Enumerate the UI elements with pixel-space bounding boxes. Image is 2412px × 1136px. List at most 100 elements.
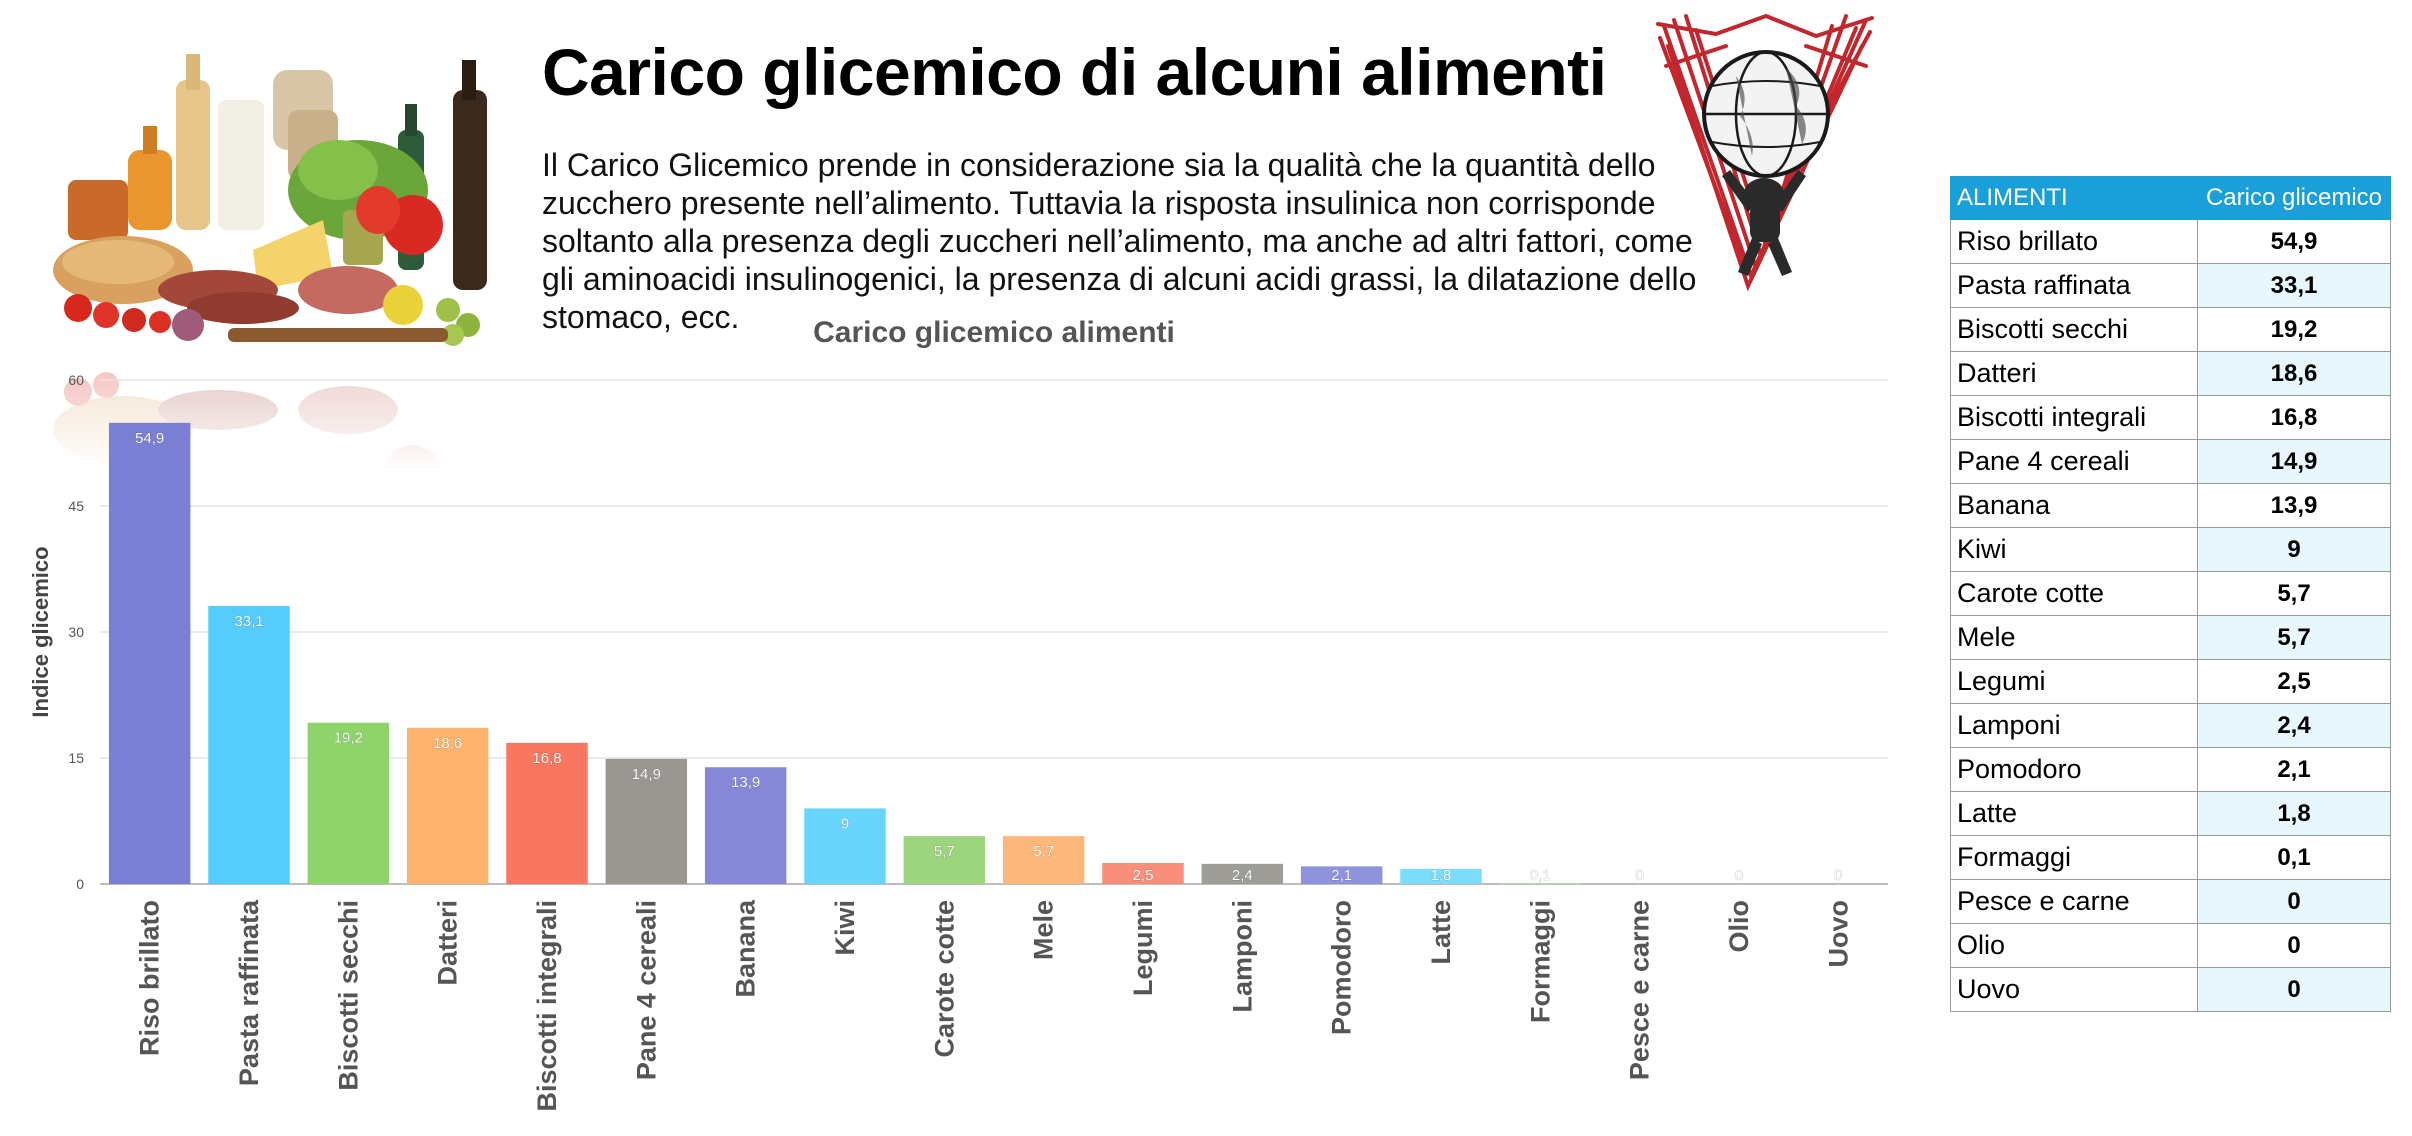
bar <box>1300 866 1383 884</box>
bar-value-label: 33,1 <box>234 613 263 630</box>
glycemic-load-bar-chart: Carico glicemico alimenti Indice glicemi… <box>28 316 1888 1112</box>
table-row: Biscotti secchi 19,2 <box>1950 307 2391 352</box>
table-cell-food: Olio <box>1950 923 2198 968</box>
table-cell-food: Biscotti integrali <box>1950 395 2198 440</box>
table-row: Biscotti integrali 16,8 <box>1950 395 2391 440</box>
y-tick-label: 45 <box>68 498 84 514</box>
bar <box>804 808 886 884</box>
y-tick-label: 60 <box>68 372 84 388</box>
bar-value-label: 0 <box>1735 867 1743 884</box>
bar <box>506 742 588 884</box>
x-tick-label: Mele <box>1029 900 1059 960</box>
bar-value-label: 18,6 <box>433 735 462 752</box>
table-header-row: ALIMENTI Carico glicemico <box>1950 176 2391 220</box>
x-tick-label: Formaggi <box>1525 900 1555 1023</box>
table-cell-food: Banana <box>1950 483 2198 528</box>
table-cell-glycemic-load: 2,4 <box>2197 703 2391 748</box>
bar <box>903 836 986 884</box>
table-cell-food: Pasta raffinata <box>1950 263 2198 308</box>
x-tick-label: Uovo <box>1823 900 1853 968</box>
table-row: Pesce e carne 0 <box>1950 879 2391 924</box>
table-row: Mele 5,7 <box>1950 615 2391 660</box>
bar <box>307 722 390 884</box>
table-cell-glycemic-load: 14,9 <box>2197 439 2391 484</box>
bar <box>1499 883 1582 884</box>
bar-value-label: 16,8 <box>532 750 561 767</box>
bar <box>208 605 290 884</box>
bar <box>1002 836 1085 884</box>
table-cell-food: Mele <box>1950 615 2198 660</box>
bar <box>704 767 787 884</box>
table-cell-glycemic-load: 0 <box>2197 879 2391 924</box>
table-cell-food: Lamponi <box>1950 703 2198 748</box>
table-row: Uovo 0 <box>1950 967 2391 1012</box>
table-cell-glycemic-load: 0 <box>2197 923 2391 968</box>
table-cell-food: Pesce e carne <box>1950 879 2198 924</box>
table-cell-food: Riso brillato <box>1950 219 2198 264</box>
table-cell-food: Legumi <box>1950 659 2198 704</box>
table-row: Lamponi 2,4 <box>1950 703 2391 748</box>
table-cell-food: Latte <box>1950 791 2198 836</box>
x-tick-label: Kiwi <box>830 900 860 956</box>
atlas-globe-logo <box>1656 13 1874 292</box>
table-row: Pomodoro 2,1 <box>1950 747 2391 792</box>
bar <box>605 758 688 884</box>
bar-value-label: 0 <box>1834 867 1842 884</box>
globe-icon <box>1702 50 1830 178</box>
bar-value-label: 0,1 <box>1530 867 1551 884</box>
table-row: Kiwi 9 <box>1950 527 2391 572</box>
x-tick-label: Banana <box>731 899 761 998</box>
atlas-figure-icon <box>1722 170 1806 276</box>
y-tick-label: 0 <box>76 876 84 892</box>
x-tick-label: Datteri <box>433 900 463 986</box>
chart-title: Carico glicemico alimenti <box>813 316 1175 349</box>
table-cell-glycemic-load: 9 <box>2197 527 2391 572</box>
table-cell-food: Carote cotte <box>1950 571 2198 616</box>
x-tick-label: Carote cotte <box>929 900 959 1058</box>
glycemic-load-table: ALIMENTI Carico glicemico Riso brillato 5… <box>1950 176 2391 1012</box>
table-row: Legumi 2,5 <box>1950 659 2391 704</box>
bar <box>1201 863 1284 884</box>
table-row: Banana 13,9 <box>1950 483 2391 528</box>
bar-value-label: 0 <box>1635 867 1643 884</box>
bar-value-label: 2,5 <box>1133 867 1154 884</box>
x-tick-label: Latte <box>1426 900 1456 965</box>
bar <box>406 727 489 884</box>
table-cell-glycemic-load: 0 <box>2197 967 2391 1012</box>
bar-value-label: 9 <box>841 815 849 832</box>
table-cell-glycemic-load: 33,1 <box>2197 263 2391 308</box>
bar <box>108 422 191 884</box>
table-cell-food: Formaggi <box>1950 835 2198 880</box>
table-row: Olio 0 <box>1950 923 2391 968</box>
bar-value-label: 19,2 <box>334 730 363 747</box>
table-cell-glycemic-load: 54,9 <box>2197 219 2391 264</box>
x-tick-label: Lamponi <box>1227 900 1257 1013</box>
bar-value-label: 13,9 <box>731 774 760 791</box>
table-cell-glycemic-load: 2,1 <box>2197 747 2391 792</box>
page-title: Carico glicemico di alcuni alimenti <box>542 35 1607 109</box>
table-cell-glycemic-load: 16,8 <box>2197 395 2391 440</box>
table-cell-food: Biscotti secchi <box>1950 307 2198 352</box>
table-row: Carote cotte 5,7 <box>1950 571 2391 616</box>
bar-value-label: 14,9 <box>632 766 661 783</box>
table-cell-glycemic-load: 5,7 <box>2197 615 2391 660</box>
x-tick-label: Biscotti integrali <box>532 900 562 1112</box>
table-cell-food: Kiwi <box>1950 527 2198 572</box>
table-header-foods: ALIMENTI <box>1950 176 2198 220</box>
intro-paragraph: Il Carico Glicemico prende in consideraz… <box>542 147 1697 335</box>
y-tick-label: 15 <box>68 750 84 766</box>
table-cell-glycemic-load: 19,2 <box>2197 307 2391 352</box>
table-cell-glycemic-load: 5,7 <box>2197 571 2391 616</box>
glycemic-load-table-container: ALIMENTI Carico glicemico Riso brillato 5… <box>1950 176 2391 1012</box>
x-tick-label: Olio <box>1724 900 1754 953</box>
x-tick-label: Pomodoro <box>1327 900 1357 1035</box>
table-row: Formaggi 0,1 <box>1950 835 2391 880</box>
table-row: Pasta raffinata 33,1 <box>1950 263 2391 308</box>
table-cell-glycemic-load: 1,8 <box>2197 791 2391 836</box>
table-row: Pane 4 cereali 14,9 <box>1950 439 2391 484</box>
bar-value-label: 5,7 <box>934 843 955 860</box>
table-cell-food: Pane 4 cereali <box>1950 439 2198 484</box>
table-cell-glycemic-load: 13,9 <box>2197 483 2391 528</box>
x-tick-label: Riso brillato <box>135 900 165 1056</box>
table-cell-glycemic-load: 0,1 <box>2197 835 2391 880</box>
